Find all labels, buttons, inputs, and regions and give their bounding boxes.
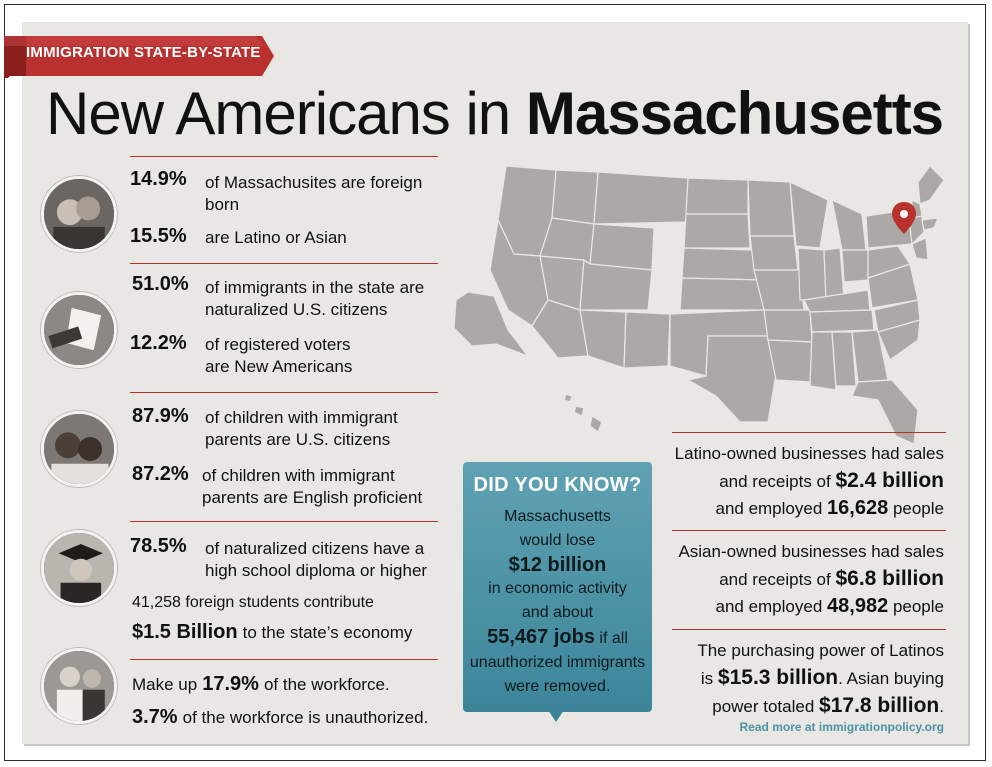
stat-diploma-pct: 78.5% bbox=[130, 535, 187, 557]
divider bbox=[672, 629, 946, 630]
dyk-jobs-line: 55,467 jobs if all bbox=[463, 625, 652, 651]
stat-children-citizens-text: of children with immigrant parents are U… bbox=[205, 408, 398, 449]
asian-employed-count: 48,982 bbox=[827, 595, 889, 617]
map-pin-icon bbox=[892, 202, 916, 234]
title-prefix: New Americans in bbox=[46, 80, 511, 147]
latino-business-block: Latino-owned businesses had sales and re… bbox=[662, 440, 944, 522]
divider bbox=[672, 530, 946, 531]
latino-business-line1: Latino-owned businesses had sales bbox=[674, 444, 944, 463]
dyk-line-if-all: if all bbox=[599, 630, 628, 647]
did-you-know-title: DID YOU KNOW? bbox=[473, 474, 642, 496]
title-state: Massachusetts bbox=[525, 80, 944, 147]
asian-purchasing-amount: $17.8 billion bbox=[819, 694, 940, 717]
stat-students-tail: to the state’s economy bbox=[242, 623, 413, 642]
divider bbox=[130, 392, 438, 393]
latino-receipts-label: and receipts of bbox=[719, 472, 831, 491]
avatar-graduate-photo bbox=[41, 530, 117, 606]
purchasing-line1: The purchasing power of Latinos bbox=[697, 641, 944, 660]
purchasing-line3: power totaled $17.8 billion. bbox=[662, 692, 944, 720]
asian-business-block: Asian-owned businesses had sales and rec… bbox=[662, 538, 944, 620]
dyk-economic-amount: $12 billion bbox=[508, 554, 607, 576]
avatar-couple-photo bbox=[41, 176, 117, 252]
divider bbox=[130, 263, 438, 264]
asian-receipts-amount: $6.8 billion bbox=[835, 567, 944, 590]
stat-diploma-text: of naturalized citizens have a high scho… bbox=[205, 539, 428, 580]
ribbon-banner bbox=[4, 36, 274, 78]
latino-employed-label: and employed bbox=[715, 499, 823, 518]
asian-business-line2: and receipts of $6.8 billion bbox=[662, 565, 944, 593]
stat-foreign-students-text: 41,258 foreign students contribute bbox=[132, 594, 374, 611]
divider bbox=[130, 659, 438, 660]
stat-children-english-pct: 87.2% bbox=[132, 463, 189, 485]
purchasing-asian-label: . Asian buying bbox=[838, 669, 944, 688]
latino-employed-count: 16,628 bbox=[827, 497, 889, 519]
purchasing-period: . bbox=[939, 697, 944, 716]
stat-workforce-pct: 17.9% bbox=[202, 673, 259, 695]
stat-children-english-text: of children with immigrant parents are E… bbox=[202, 466, 423, 507]
asian-employed-label: and employed bbox=[715, 597, 823, 616]
avatar-ballot-photo bbox=[41, 292, 117, 368]
latino-employed-tail: people bbox=[892, 499, 944, 518]
latino-business-line3: and employed 16,628 people bbox=[662, 495, 944, 522]
stat-latino-asian-pct: 15.5% bbox=[130, 225, 187, 247]
avatar-children-photo bbox=[41, 411, 117, 487]
avatar-workers-photo bbox=[41, 648, 117, 724]
us-map bbox=[453, 165, 945, 445]
stat-students-economy: $1.5 Billion to the state’s economy bbox=[132, 621, 412, 644]
stat-voters-text: of registered voters are New Americans bbox=[205, 335, 353, 376]
dyk-line-unauthorized: unauthorized immigrants bbox=[469, 654, 646, 671]
asian-business-line1: Asian-owned businesses had sales bbox=[678, 542, 944, 561]
purchasing-is: is bbox=[700, 669, 714, 688]
purchasing-totaled: power totaled bbox=[712, 697, 815, 716]
stat-unauthorized: 3.7% of the workforce is unauthorized. bbox=[132, 706, 428, 729]
purchasing-line2: is $15.3 billion. Asian buying bbox=[662, 664, 944, 692]
stat-foreign-born-text: of Massachusites are foreign born bbox=[205, 173, 423, 214]
latino-purchasing-amount: $15.3 billion bbox=[717, 666, 839, 689]
stat-unauthorized-pct: 3.7% bbox=[132, 706, 178, 728]
stat-students-amount: $1.5 Billion bbox=[132, 621, 238, 643]
stat-unauthorized-tail: of the workforce is unauthorized. bbox=[182, 708, 429, 727]
ribbon-label: IMMIGRATION STATE-BY-STATE bbox=[26, 44, 261, 61]
stat-naturalized-text: of immigrants in the state are naturaliz… bbox=[205, 278, 425, 319]
read-more-link[interactable]: Read more at immigrationpolicy.org bbox=[739, 720, 944, 734]
dyk-line-activity: in economic activity bbox=[488, 580, 627, 597]
page-title: New Americans in Massachusetts bbox=[46, 78, 944, 150]
dyk-line-about: and about bbox=[521, 604, 594, 621]
dyk-line-would-lose: would lose bbox=[519, 532, 596, 549]
asian-receipts-label: and receipts of bbox=[719, 570, 831, 589]
latino-receipts-amount: $2.4 billion bbox=[835, 469, 944, 492]
did-you-know-box: DID YOU KNOW? Massachusetts would lose $… bbox=[463, 462, 652, 712]
stat-workforce: Make up 17.9% of the workforce. bbox=[132, 673, 390, 696]
purchasing-power-block: The purchasing power of Latinos is $15.3… bbox=[662, 637, 944, 720]
asian-business-line3: and employed 48,982 people bbox=[662, 593, 944, 620]
stat-workforce-prefix: Make up bbox=[132, 675, 198, 694]
latino-business-line2: and receipts of $2.4 billion bbox=[662, 467, 944, 495]
dyk-line-removed: were removed. bbox=[504, 678, 611, 695]
stat-foreign-born-pct: 14.9% bbox=[130, 168, 187, 190]
stat-children-citizens-pct: 87.9% bbox=[132, 405, 189, 427]
asian-employed-tail: people bbox=[892, 597, 944, 616]
dyk-line-state: Massachusetts bbox=[504, 508, 611, 525]
stat-voters-pct: 12.2% bbox=[130, 332, 187, 354]
divider bbox=[130, 156, 438, 157]
dyk-pointer bbox=[548, 710, 564, 722]
divider bbox=[130, 521, 438, 522]
divider bbox=[672, 432, 946, 433]
dyk-jobs-amount: 55,467 jobs bbox=[487, 626, 595, 648]
stat-latino-asian-text: are Latino or Asian bbox=[205, 228, 347, 247]
stat-naturalized-pct: 51.0% bbox=[132, 273, 189, 295]
stat-workforce-tail: of the workforce. bbox=[263, 675, 390, 694]
